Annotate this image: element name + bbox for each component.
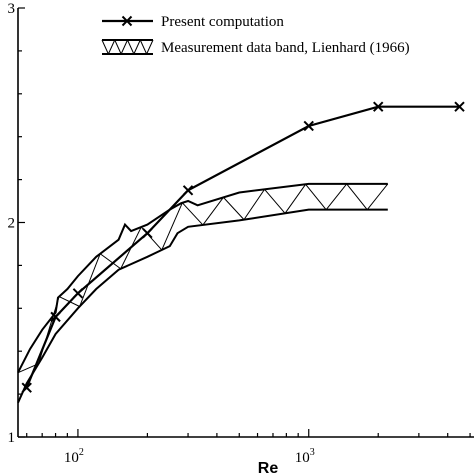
x-marker-icon xyxy=(454,101,465,112)
axes xyxy=(17,8,474,438)
computation-point xyxy=(72,288,84,299)
computation-point xyxy=(373,101,384,112)
band-hatch-line xyxy=(79,253,101,307)
legend-hatch-line xyxy=(101,39,109,55)
computation-line xyxy=(25,105,460,389)
x-marker-icon xyxy=(72,288,84,299)
band-hatch-line xyxy=(305,183,327,210)
computation-point xyxy=(182,185,194,196)
band-upper-edge xyxy=(17,182,388,374)
x-marker-icon xyxy=(303,120,314,132)
band-hatch-line xyxy=(181,202,204,226)
x-marker-icon xyxy=(50,311,61,323)
y-tick-label: 3 xyxy=(8,1,16,17)
legend-hatch-line xyxy=(146,39,154,55)
computation-point xyxy=(303,120,314,132)
legend-hatch-line xyxy=(139,39,148,55)
legend-hatch-line xyxy=(114,39,122,55)
legend-x-marker-icon xyxy=(121,15,133,27)
x-axis-label: Re xyxy=(258,460,279,474)
band-hatch-line xyxy=(325,183,348,210)
legend-entry-measurement: Measurement data band, Lienhard (1966) xyxy=(101,39,410,56)
x-marker-icon xyxy=(373,101,384,112)
measurement-band xyxy=(17,182,389,404)
present-computation-series xyxy=(21,101,465,393)
band-hatch-line xyxy=(99,253,122,270)
computation-point xyxy=(50,311,61,323)
x-marker-icon xyxy=(142,228,153,239)
band-hatch-line xyxy=(202,197,224,226)
legend-computation-label: Present computation xyxy=(161,14,284,30)
axis-ticks: 1 2 3 102 103 xyxy=(8,1,471,466)
x-tick-label: 102 xyxy=(64,447,84,466)
band-lower-edge xyxy=(17,208,388,404)
x-tick-label: 103 xyxy=(295,447,315,466)
legend-measurement-label: Measurement data band, Lienhard (1966) xyxy=(161,40,410,56)
band-hatch-line xyxy=(223,197,245,220)
band-hatch-line xyxy=(284,183,307,214)
computation-point xyxy=(142,228,153,239)
x-marker-icon xyxy=(182,185,194,196)
y-tick-label: 2 xyxy=(8,216,16,232)
legend-entry-computation: Present computation xyxy=(102,14,284,30)
band-hatch-line xyxy=(366,183,389,210)
band-hatch-line xyxy=(346,183,368,210)
band-hatch-line xyxy=(243,189,265,220)
legend-hatch-line xyxy=(127,39,135,55)
x-marker-icon xyxy=(121,15,133,27)
legend-hatched-band-icon xyxy=(101,39,154,55)
computation-point xyxy=(21,382,32,393)
computation-point xyxy=(454,101,465,112)
legend-hatch-line xyxy=(133,39,141,55)
legend-hatch-line xyxy=(107,39,116,55)
legend: Present computation Measurement data ban… xyxy=(101,14,410,56)
band-hatch-line xyxy=(161,202,183,251)
legend-hatch-line xyxy=(120,39,128,55)
band-hatch-line xyxy=(264,189,286,214)
y-tick-label: 1 xyxy=(8,430,16,446)
x-marker-icon xyxy=(21,382,32,393)
